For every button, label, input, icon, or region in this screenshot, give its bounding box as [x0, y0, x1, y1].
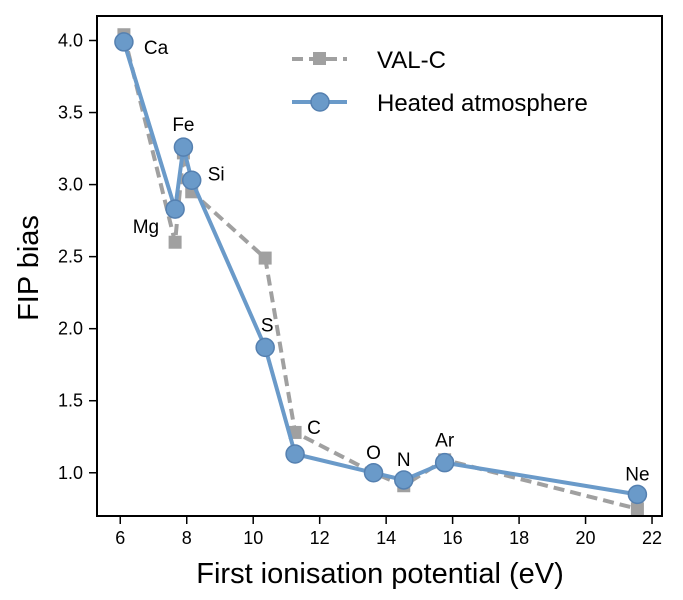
- y-tick-label: 3.5: [58, 103, 83, 123]
- element-label-ca: Ca: [144, 38, 169, 59]
- y-tick-label: 2.5: [58, 247, 83, 267]
- x-tick-label: 12: [310, 528, 330, 548]
- element-label-c: C: [307, 418, 321, 439]
- data-point-valc-mg: [168, 235, 182, 249]
- y-tick-label: 2.0: [58, 319, 83, 339]
- element-label-o: O: [366, 443, 381, 464]
- element-label-s: S: [261, 315, 274, 336]
- legend-valc-marker: [313, 52, 326, 65]
- series-layer: [114, 28, 648, 516]
- y-axis-title: FIP bias: [13, 215, 45, 321]
- y-tick-label: 1.0: [58, 463, 83, 483]
- data-point-heated-si: [181, 170, 202, 191]
- element-label-ne: Ne: [625, 464, 649, 485]
- legend-valc-label: VAL-C: [377, 47, 446, 74]
- x-tick-label: 22: [642, 528, 662, 548]
- x-tick-label: 18: [509, 528, 529, 548]
- y-tick-label: 3.0: [58, 175, 83, 195]
- x-axis-title: First ionisation potential (eV): [196, 558, 564, 590]
- y-axis-ticks: 1.0 1.5 2.0 2.5 3.0 3.5 4.0: [58, 30, 97, 483]
- point-label-layer: Ca Mg Fe Si S C O N Ar Ne: [133, 38, 650, 485]
- data-point-valc-s: [258, 251, 272, 265]
- x-tick-label: 20: [576, 528, 596, 548]
- data-point-heated-n: [394, 470, 414, 490]
- x-tick-label: 6: [115, 528, 125, 548]
- x-tick-label: 8: [182, 528, 192, 548]
- data-point-heated-fe: [173, 137, 194, 157]
- element-label-n: N: [397, 450, 411, 471]
- data-point-heated-s: [255, 337, 275, 358]
- data-point-heated-ne: [627, 484, 648, 505]
- element-label-mg: Mg: [133, 217, 159, 238]
- series-line-heated: [121, 41, 638, 497]
- data-point-heated-c: [285, 444, 305, 464]
- x-tick-label: 10: [243, 528, 263, 548]
- legend-heated-marker: [310, 92, 330, 112]
- x-tick-label: 14: [376, 528, 396, 548]
- legend: VAL-C Heated atmosphere: [292, 47, 588, 117]
- y-tick-label: 1.5: [58, 391, 83, 411]
- data-point-heated-o: [363, 463, 384, 483]
- data-point-valc-ne: [630, 502, 644, 516]
- legend-heated-label: Heated atmosphere: [377, 90, 588, 117]
- element-label-fe: Fe: [172, 115, 194, 136]
- series-line-valc: [121, 34, 638, 511]
- element-label-si: Si: [208, 164, 225, 185]
- data-point-heated-ar: [434, 452, 455, 473]
- x-axis-ticks: 6 8 10 12 14 16 18 20 22: [115, 516, 662, 548]
- y-tick-label: 4.0: [58, 30, 83, 50]
- axes-frame: [96, 15, 663, 517]
- data-point-heated-mg: [165, 199, 185, 219]
- x-tick-label: 16: [443, 528, 463, 548]
- data-point-heated-ca: [114, 32, 134, 52]
- element-label-ar: Ar: [435, 431, 455, 452]
